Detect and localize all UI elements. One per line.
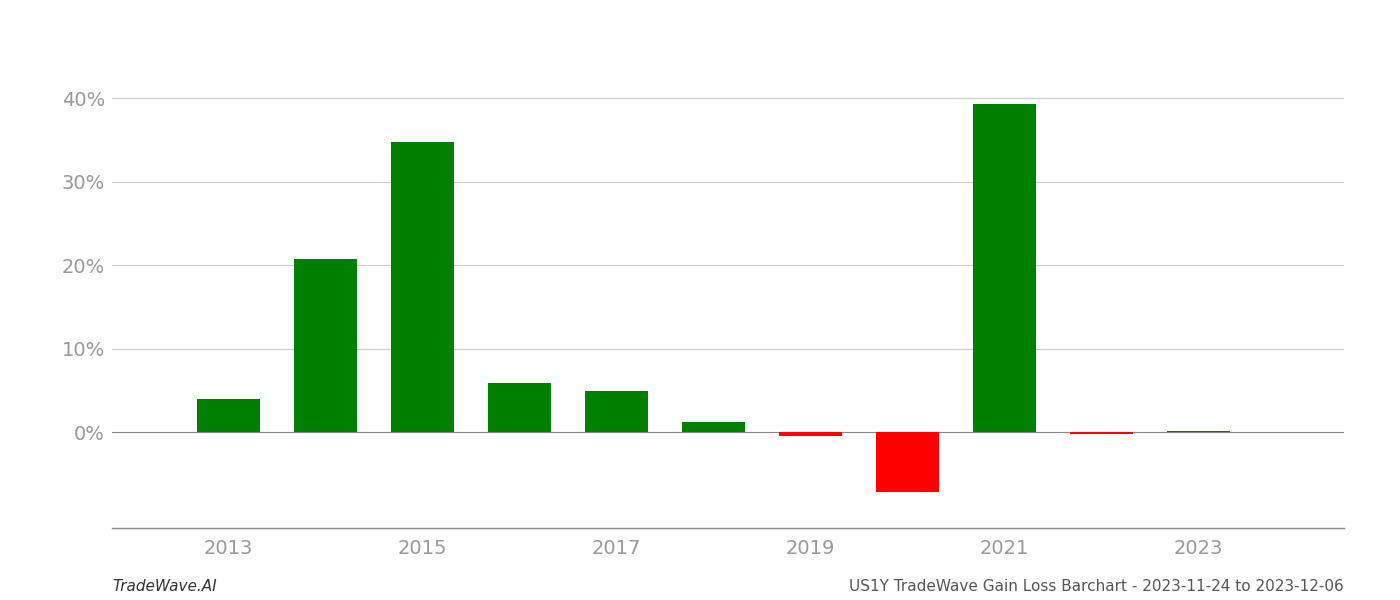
Text: TradeWave.AI: TradeWave.AI: [112, 579, 217, 594]
Bar: [585, 391, 648, 432]
Bar: [778, 432, 841, 436]
Bar: [391, 142, 454, 432]
Bar: [294, 259, 357, 432]
Bar: [682, 422, 745, 432]
Bar: [1070, 432, 1133, 434]
Bar: [1168, 431, 1231, 432]
Bar: [973, 104, 1036, 432]
Bar: [489, 383, 552, 432]
Bar: [197, 398, 260, 432]
Text: US1Y TradeWave Gain Loss Barchart - 2023-11-24 to 2023-12-06: US1Y TradeWave Gain Loss Barchart - 2023…: [850, 579, 1344, 594]
Bar: [876, 432, 939, 492]
